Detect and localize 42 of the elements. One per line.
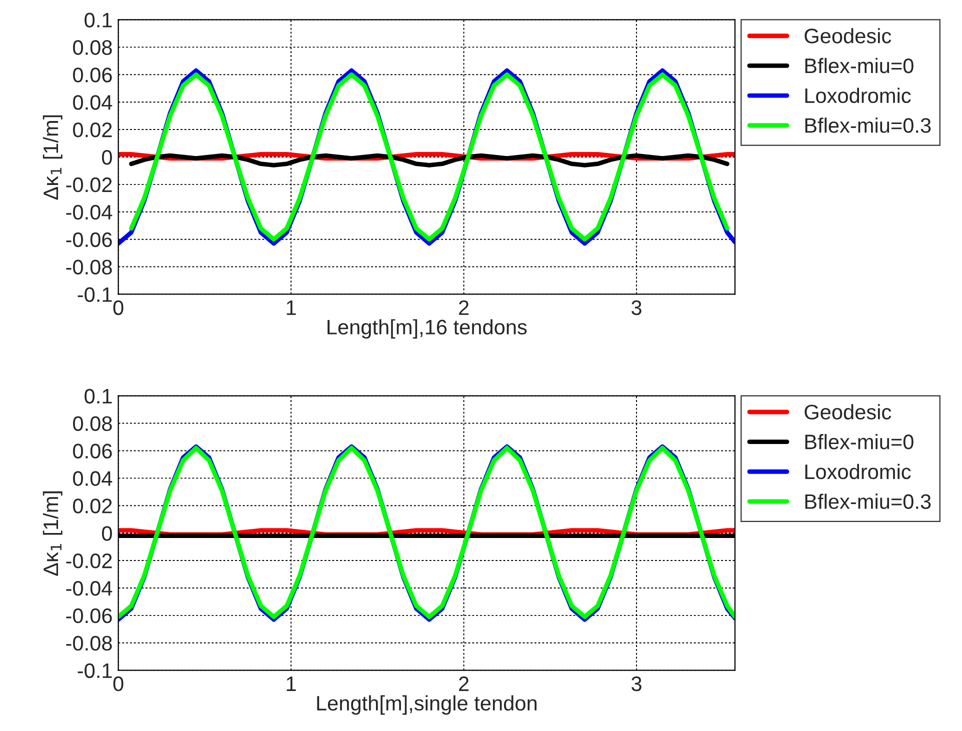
y-tick-label: 0.04 xyxy=(73,95,112,110)
y-axis-title: Δκ$_{1}$ [1/m] xyxy=(42,115,62,200)
legend-label: Geodesic xyxy=(804,404,892,420)
y-tick-label: 0 xyxy=(102,526,112,541)
x-tick-label: 3 xyxy=(632,300,642,316)
y-tick-label: -0.06 xyxy=(66,608,112,624)
y-tick-label: 0 xyxy=(102,150,112,165)
x-tick-label: 2 xyxy=(459,676,469,691)
legend-label: Bflex-miu=0 xyxy=(805,58,914,74)
y-tick-label: -0.08 xyxy=(66,636,112,651)
x-tick-label: 1 xyxy=(286,676,296,691)
legend-label: Geodesic xyxy=(804,28,892,44)
y-tick-label: -0.1 xyxy=(78,663,112,678)
y-tick-label: 0.04 xyxy=(73,471,112,486)
x-tick-label: 2 xyxy=(459,300,469,315)
x-axis-title: Length[m],single tendon xyxy=(317,695,536,715)
y-tick-label: 0.06 xyxy=(73,68,112,82)
y-tick-label: -0.02 xyxy=(66,177,112,192)
x-tick-label: 1 xyxy=(286,300,296,315)
y-tick-label: -0.08 xyxy=(66,260,112,275)
legend-label: Bflex-miu=0 xyxy=(805,434,914,450)
y-tick-label: -0.1 xyxy=(78,287,112,302)
legend-label: Bflex-miu=0.3 xyxy=(805,118,931,133)
y-tick-label: -0.04 xyxy=(66,580,112,596)
y-tick-label: 0.08 xyxy=(73,40,112,55)
x-tick-label: 0 xyxy=(113,300,124,316)
legend-label: Loxodromic xyxy=(805,88,911,104)
y-tick-label: 0.1 xyxy=(84,388,112,404)
y-tick-label: 0.06 xyxy=(73,444,112,458)
legend-label: Loxodromic xyxy=(805,464,911,480)
y-tick-label: 0.02 xyxy=(73,498,112,514)
y-tick-label: -0.04 xyxy=(66,204,112,220)
y-tick-label: -0.06 xyxy=(66,232,112,248)
x-tick-label: 0 xyxy=(113,676,124,692)
y-tick-label: 0.08 xyxy=(73,416,112,432)
y-tick-label: 0.02 xyxy=(73,122,112,138)
legend-label: Bflex-miu=0.3 xyxy=(805,494,931,509)
x-tick-label: 3 xyxy=(632,676,642,692)
y-tick-label: 0.1 xyxy=(84,12,112,28)
y-axis-title: Δκ$_{1}$ [1/m] xyxy=(42,491,62,576)
x-axis-title: Length[m],16 tendons xyxy=(328,319,527,339)
y-tick-label: -0.02 xyxy=(66,554,112,568)
